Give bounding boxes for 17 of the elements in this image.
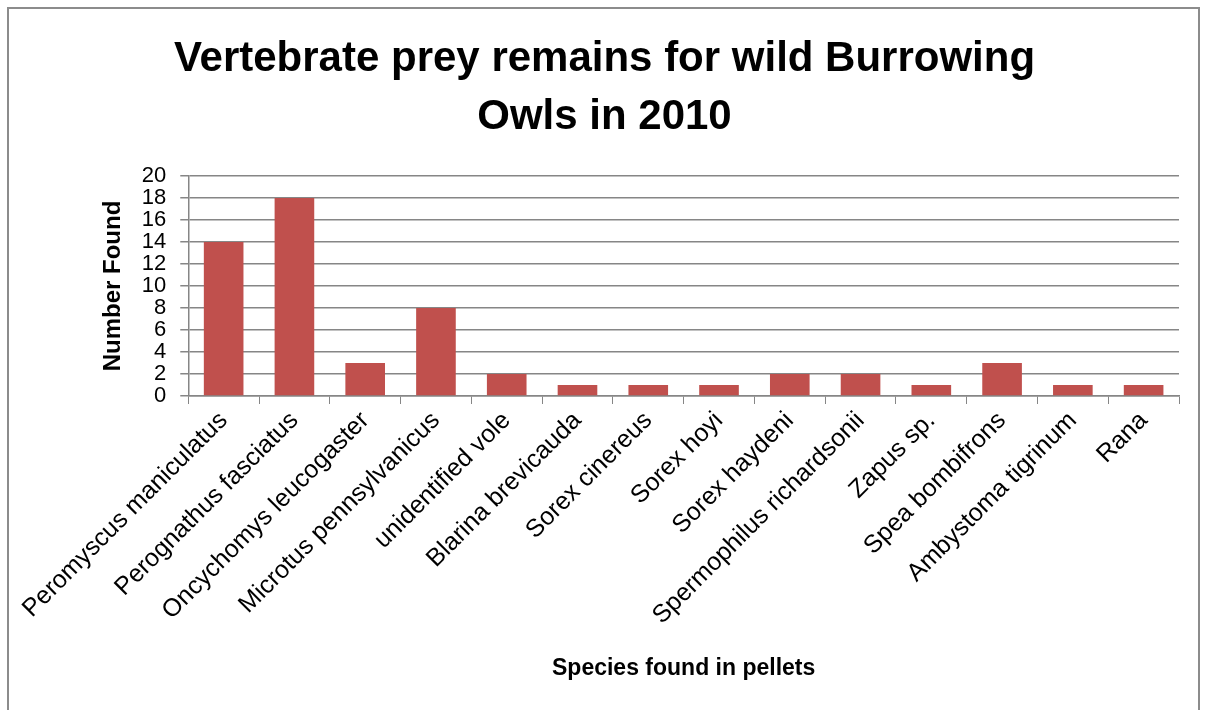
chart-title: Vertebrate prey remains for wild Burrowing Owls in 2010 xyxy=(172,32,1037,140)
bar xyxy=(274,198,315,396)
bar xyxy=(1123,385,1164,396)
bar xyxy=(982,363,1022,396)
bar xyxy=(486,374,527,396)
bar xyxy=(628,385,669,396)
y-axis-title: Number Found xyxy=(98,200,126,372)
bar xyxy=(416,308,456,396)
bar xyxy=(345,363,385,396)
bar xyxy=(840,374,881,396)
bar xyxy=(769,374,810,396)
bar xyxy=(557,385,598,396)
bar xyxy=(1053,385,1093,396)
bar xyxy=(699,385,739,396)
bar xyxy=(203,242,244,396)
x-axis-title: Species found in pellets xyxy=(551,653,816,680)
bar xyxy=(911,385,952,396)
